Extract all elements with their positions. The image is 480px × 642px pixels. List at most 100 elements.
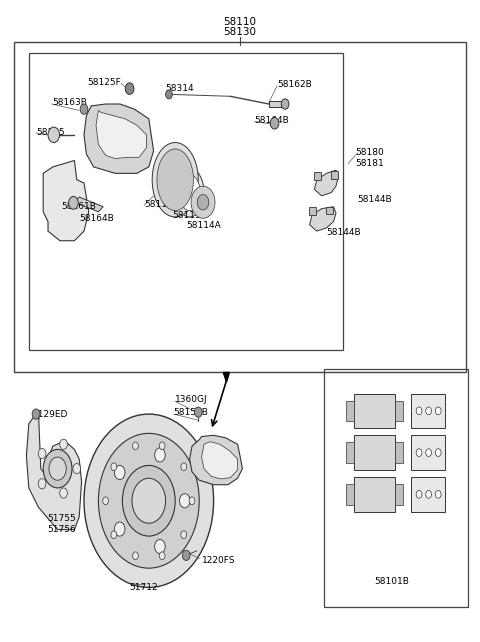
Text: 58151B: 58151B: [174, 408, 209, 417]
Text: 58180: 58180: [355, 148, 384, 157]
Circle shape: [180, 494, 190, 508]
FancyBboxPatch shape: [309, 207, 316, 215]
Circle shape: [159, 442, 165, 449]
Polygon shape: [74, 197, 103, 212]
FancyBboxPatch shape: [395, 401, 403, 421]
Circle shape: [111, 531, 117, 539]
Circle shape: [194, 407, 202, 417]
Circle shape: [181, 531, 187, 539]
Text: 58164B: 58164B: [254, 116, 289, 125]
Text: 58125: 58125: [36, 128, 65, 137]
Circle shape: [38, 479, 46, 489]
FancyBboxPatch shape: [411, 435, 445, 470]
Text: 58114A: 58114A: [186, 221, 221, 230]
Circle shape: [435, 449, 441, 456]
Circle shape: [435, 490, 441, 498]
Text: 58144B: 58144B: [358, 195, 392, 204]
Text: 58112: 58112: [144, 200, 173, 209]
Circle shape: [181, 463, 187, 471]
Text: 51712: 51712: [130, 583, 158, 592]
Circle shape: [416, 490, 422, 498]
FancyBboxPatch shape: [395, 442, 403, 463]
Polygon shape: [43, 160, 89, 241]
Circle shape: [166, 90, 172, 99]
Circle shape: [80, 104, 88, 114]
Circle shape: [159, 552, 165, 560]
FancyBboxPatch shape: [326, 207, 333, 214]
Text: 1220FS: 1220FS: [202, 556, 235, 565]
Circle shape: [426, 407, 432, 415]
Circle shape: [426, 449, 432, 456]
Circle shape: [132, 478, 166, 523]
FancyBboxPatch shape: [346, 484, 354, 505]
Polygon shape: [314, 170, 338, 196]
Text: 58181: 58181: [355, 159, 384, 168]
Text: 58130: 58130: [224, 27, 256, 37]
Polygon shape: [175, 168, 204, 217]
FancyBboxPatch shape: [346, 442, 354, 463]
Circle shape: [189, 497, 195, 505]
Circle shape: [48, 127, 60, 143]
FancyBboxPatch shape: [354, 477, 395, 512]
Circle shape: [132, 552, 138, 560]
Bar: [269, 101, 282, 107]
Circle shape: [49, 457, 66, 480]
Polygon shape: [310, 207, 336, 231]
Polygon shape: [152, 143, 198, 217]
Polygon shape: [223, 372, 229, 382]
Polygon shape: [202, 442, 238, 479]
Text: 51755: 51755: [47, 514, 76, 523]
Circle shape: [155, 448, 165, 462]
Text: 58314: 58314: [166, 84, 194, 93]
Circle shape: [426, 490, 432, 498]
Circle shape: [111, 463, 117, 471]
Polygon shape: [26, 411, 82, 530]
Text: 58125F: 58125F: [87, 78, 121, 87]
FancyBboxPatch shape: [354, 435, 395, 470]
Circle shape: [416, 407, 422, 415]
FancyBboxPatch shape: [346, 401, 354, 421]
Text: 58144B: 58144B: [326, 228, 361, 237]
Circle shape: [114, 522, 125, 536]
Text: 58161B: 58161B: [61, 202, 96, 211]
Text: 58163B: 58163B: [52, 98, 87, 107]
Circle shape: [435, 407, 441, 415]
Circle shape: [416, 449, 422, 456]
Text: 1360GJ: 1360GJ: [175, 395, 208, 404]
FancyBboxPatch shape: [354, 394, 395, 428]
Text: 1129ED: 1129ED: [33, 410, 68, 419]
Circle shape: [122, 465, 175, 536]
Circle shape: [60, 488, 67, 498]
FancyBboxPatch shape: [411, 394, 445, 428]
Text: 58101B: 58101B: [374, 577, 409, 586]
Text: 58113: 58113: [172, 211, 201, 220]
Polygon shape: [197, 195, 209, 210]
Circle shape: [43, 449, 72, 488]
Circle shape: [98, 433, 199, 568]
Text: 58162B: 58162B: [277, 80, 312, 89]
Polygon shape: [157, 149, 193, 211]
FancyBboxPatch shape: [314, 172, 321, 180]
Circle shape: [32, 409, 40, 419]
Circle shape: [270, 117, 279, 129]
Circle shape: [281, 99, 289, 109]
Circle shape: [103, 497, 108, 505]
Polygon shape: [96, 110, 146, 159]
FancyBboxPatch shape: [395, 484, 403, 505]
Polygon shape: [179, 175, 200, 211]
Circle shape: [114, 465, 125, 480]
Circle shape: [69, 196, 78, 209]
Circle shape: [182, 550, 190, 560]
Circle shape: [60, 439, 67, 449]
Polygon shape: [190, 435, 242, 485]
Polygon shape: [84, 104, 154, 173]
Polygon shape: [191, 186, 215, 218]
Text: 58164B: 58164B: [79, 214, 114, 223]
Text: 51756: 51756: [47, 525, 76, 534]
FancyBboxPatch shape: [331, 171, 338, 179]
Circle shape: [84, 414, 214, 587]
Text: 58110: 58110: [224, 17, 256, 28]
Circle shape: [132, 442, 138, 449]
Circle shape: [155, 539, 165, 553]
Circle shape: [38, 448, 46, 458]
